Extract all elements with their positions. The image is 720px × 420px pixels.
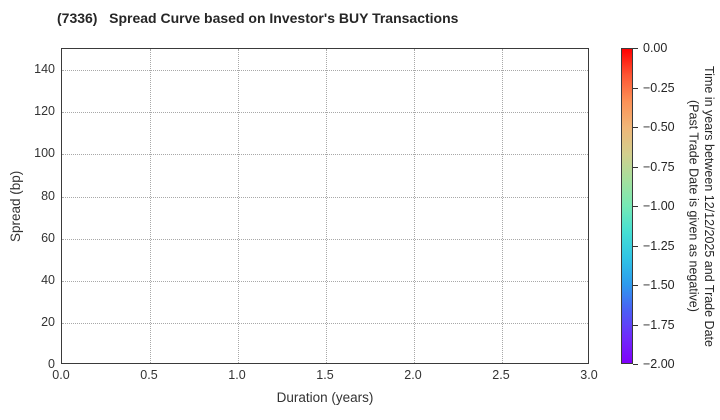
- colorbar-tick: [633, 87, 638, 89]
- colorbar-tick-label: −0.25: [643, 80, 675, 95]
- x-axis-tick-label: 0.5: [140, 368, 158, 382]
- grid-line-horizontal: [62, 238, 588, 240]
- x-axis-tick-label: 1.0: [228, 368, 246, 382]
- y-axis-tick-label: 80: [41, 188, 55, 203]
- colorbar-tick-label: −0.50: [643, 120, 675, 134]
- grid-line-horizontal: [62, 154, 588, 156]
- y-axis-tick-label: 40: [41, 272, 55, 287]
- grid-line-vertical: [150, 49, 151, 363]
- grid-line-horizontal: [62, 322, 588, 324]
- y-axis-tick-label: 60: [41, 230, 55, 245]
- colorbar-tick-label: −1.00: [643, 199, 675, 213]
- colorbar-axis-label: Time in years between 12/12/2025 and Tra…: [682, 48, 716, 364]
- colorbar-tick: [633, 285, 638, 286]
- colorbar-axis-label-line2: (Past Trade Date is given as negative): [686, 100, 701, 312]
- colorbar-axis-label-line1: Time in years between 12/12/2025 and Tra…: [702, 65, 716, 347]
- grid-line-vertical: [414, 49, 415, 363]
- grid-line-vertical: [502, 49, 503, 363]
- plot-area: [61, 48, 589, 364]
- grid-line-horizontal: [62, 196, 588, 198]
- colorbar-tick: [633, 166, 638, 168]
- y-axis-tick-label: 20: [41, 314, 55, 329]
- x-axis-tick-label: 1.5: [316, 368, 334, 382]
- y-axis-tick-label: 0: [48, 357, 55, 371]
- y-axis-tick-label: 100: [34, 146, 55, 161]
- grid-line-horizontal: [62, 112, 588, 114]
- y-axis-label: Spread (bp): [8, 170, 23, 242]
- colorbar-tick-label: −1.50: [643, 278, 675, 292]
- colorbar-tick-label: −1.25: [643, 238, 675, 253]
- colorbar-tick: [633, 206, 638, 207]
- colorbar-tick-label: −2.00: [643, 357, 675, 371]
- grid-line-horizontal: [62, 70, 588, 72]
- colorbar-tick: [633, 324, 638, 326]
- colorbar-tick: [633, 48, 638, 49]
- x-axis-tick-label: 2.5: [492, 368, 510, 382]
- x-axis-tick-label: 0.0: [52, 368, 70, 382]
- grid-line-vertical: [238, 49, 239, 363]
- grid-line-vertical: [326, 49, 327, 363]
- colorbar-tick-label: −0.75: [643, 159, 675, 174]
- chart-title: (7336) Spread Curve based on Investor's …: [57, 10, 459, 26]
- x-axis-label: Duration (years): [276, 390, 374, 405]
- y-axis-tick-label: 140: [34, 62, 55, 77]
- colorbar-tick: [633, 364, 638, 365]
- grid-line-horizontal: [62, 280, 588, 282]
- colorbar-tick-label: −1.75: [643, 317, 675, 332]
- y-axis-tick-label: 120: [34, 104, 55, 119]
- x-axis-tick-label: 3.0: [580, 368, 598, 382]
- colorbar-tick: [633, 127, 638, 128]
- colorbar-gradient: [621, 48, 633, 364]
- x-axis-tick-label: 2.0: [404, 368, 422, 382]
- colorbar-tick-label: 0.00: [643, 41, 668, 55]
- colorbar-tick: [633, 245, 638, 247]
